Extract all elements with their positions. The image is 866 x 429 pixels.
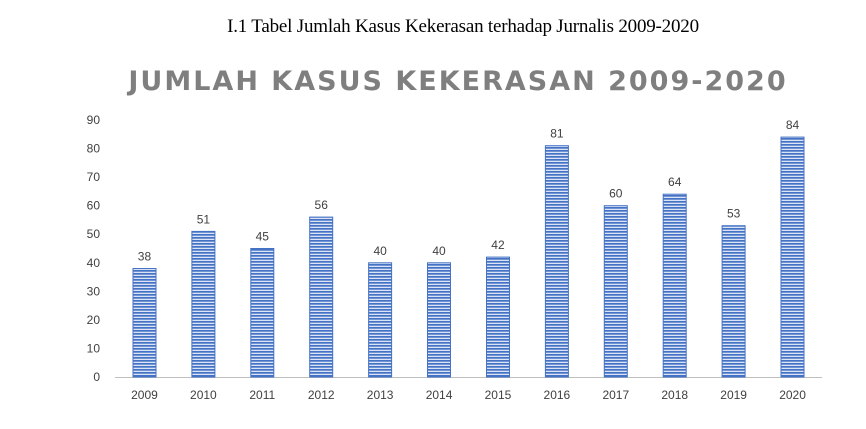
bar-value-label: 40 [373,244,387,258]
bar-value-label: 81 [550,127,564,141]
x-tick-label: 2020 [779,388,806,402]
bar-value-label: 84 [786,118,800,132]
bar [309,216,334,378]
bar-value-label: 60 [609,187,623,201]
bar-value-label: 53 [727,207,741,221]
x-tick-label: 2013 [367,388,394,402]
y-tick-label: 60 [87,199,101,213]
data-labels: 38 51 45 56 40 40 42 81 60 64 53 84 [138,118,800,263]
y-tick-label: 90 [87,113,101,127]
y-tick-label: 30 [87,284,101,298]
x-tick-label: 2016 [544,388,571,402]
y-tick-label: 10 [87,341,101,355]
chart-title: JUMLAH KASUS KEKERASAN 2009-2020 [126,66,787,97]
bar [603,205,628,378]
y-tick-label: 80 [87,142,101,156]
bar-value-label: 42 [491,238,505,252]
bar [250,248,275,378]
bar-value-label: 45 [256,230,270,244]
bar-value-label: 56 [315,198,329,212]
bar-series [132,136,805,378]
x-axis-tick-labels: 2009 2010 2011 2012 2013 2014 2015 2016 2017 2018… [131,388,806,402]
bar-value-label: 64 [668,175,682,189]
x-tick-label: 2012 [308,388,335,402]
x-tick-label: 2009 [131,388,158,402]
y-tick-label: 50 [87,227,101,241]
y-axis-tick-labels: 0 10 20 30 40 50 60 70 80 90 [87,113,101,384]
bar [780,136,805,378]
x-tick-label: 2017 [602,388,629,402]
figure-caption: I.1 Tabel Jumlah Kasus Kekerasan terhada… [227,16,699,37]
bar [191,230,216,378]
bar [721,225,746,378]
y-tick-label: 70 [87,170,101,184]
y-tick-label: 20 [87,313,101,327]
bar [132,268,157,378]
x-tick-label: 2015 [485,388,512,402]
y-tick-label: 40 [87,256,101,270]
x-tick-label: 2010 [190,388,217,402]
bar-value-label: 38 [138,250,152,264]
x-tick-label: 2019 [720,388,747,402]
x-tick-label: 2018 [661,388,688,402]
x-tick-label: 2014 [426,388,453,402]
x-tick-label: 2011 [249,388,275,402]
bar [427,262,451,378]
y-tick-label: 0 [93,370,100,384]
bar [544,145,569,378]
bar [368,262,393,378]
bar-value-label: 40 [432,244,446,258]
bar-value-label: 51 [197,212,211,226]
bar [486,256,510,378]
bar [662,193,687,378]
